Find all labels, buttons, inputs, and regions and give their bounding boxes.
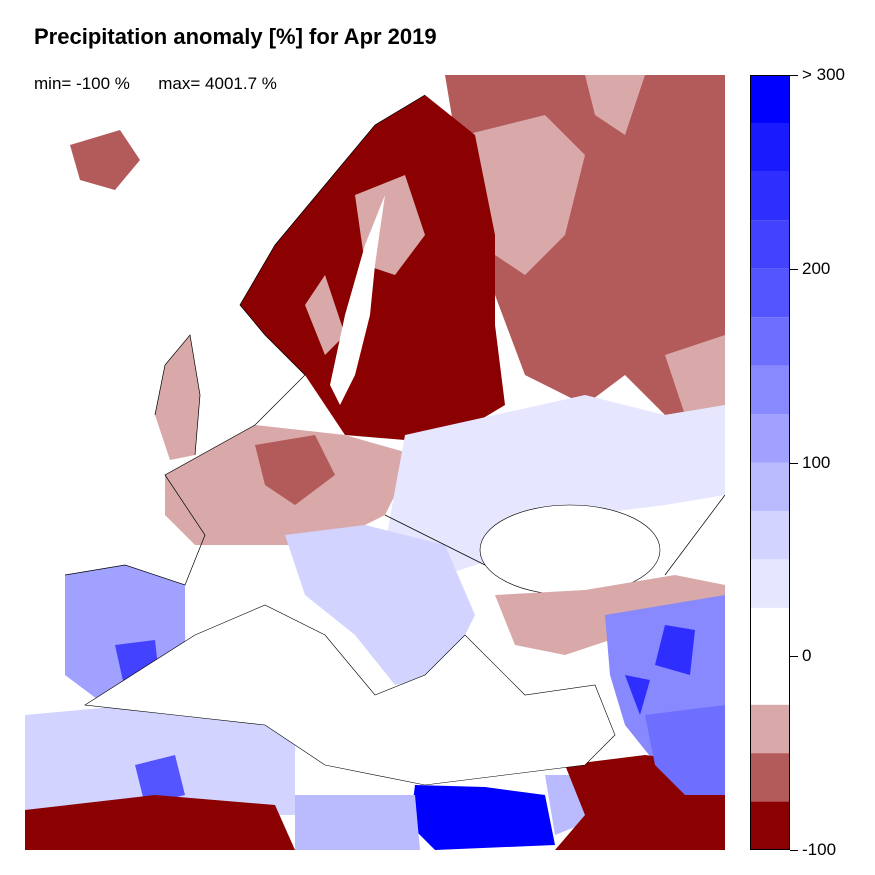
mediterranean-sea (84, 604, 616, 786)
black-sea (479, 504, 661, 596)
colorbar-bin (750, 123, 790, 172)
anomaly-region-africa-dry-west (25, 795, 295, 850)
max-label: max= 4001.7 % (158, 74, 277, 93)
anomaly-region-libya-light (295, 775, 605, 850)
anomaly-region-balkans (285, 525, 475, 685)
anomaly-region-uk (155, 335, 200, 460)
colorbar-bin (750, 268, 790, 318)
colorbar-tick-label: -100 (802, 840, 837, 859)
colorbar-tick-mark (790, 75, 798, 76)
colorbar-tick-label: > 300 (802, 65, 846, 84)
map-title: Precipitation anomaly [%] for Apr 2019 (34, 24, 437, 49)
colorbar-frame (750, 75, 790, 850)
colorbar-tick-label: 100 (802, 452, 831, 472)
colorbar-bin (750, 414, 790, 463)
anomaly-region-eastern-europe (385, 395, 725, 575)
anomaly-region-iceland (70, 130, 140, 190)
baltic-sea (330, 195, 385, 405)
min-max-stats: min= -100 % max= 4001.7 % (34, 74, 277, 94)
min-label: min= -100 % (34, 74, 130, 93)
colorbar-bin (750, 220, 790, 269)
colorbar-bin (750, 510, 790, 560)
colorbar-bin (750, 171, 790, 221)
colorbar-tick-mark (790, 656, 798, 658)
colorbar-bin (750, 462, 790, 511)
anomaly-region-germany (255, 435, 335, 505)
colorbar-tick-mark (790, 268, 798, 270)
colorbar-bin (750, 75, 790, 124)
anomaly-region-arabia-blue (645, 705, 725, 795)
anomaly-region-algeria-blue (135, 755, 185, 805)
colorbar-tick-mark (790, 850, 798, 851)
colorbar-bin (750, 801, 790, 850)
anomaly-region-middle-east-strong (625, 625, 695, 715)
colorbar-bin (750, 704, 790, 754)
colorbar-bin (750, 559, 790, 608)
colorbar (750, 75, 790, 850)
anomaly-region-libya (410, 785, 555, 850)
colorbar-bin (750, 607, 790, 657)
colorbar-tick-label: 200 (802, 258, 831, 278)
anomaly-region-russia-pink (465, 75, 725, 415)
precipitation-anomaly-map (25, 75, 725, 850)
coastline (64, 94, 725, 586)
colorbar-tick-mark (790, 462, 798, 464)
colorbar-bin (750, 317, 790, 366)
colorbar-bin (750, 656, 790, 705)
colorbar-tick-label: 0 (802, 646, 812, 666)
colorbar-bin (750, 365, 790, 415)
colorbar-bin (750, 753, 790, 802)
